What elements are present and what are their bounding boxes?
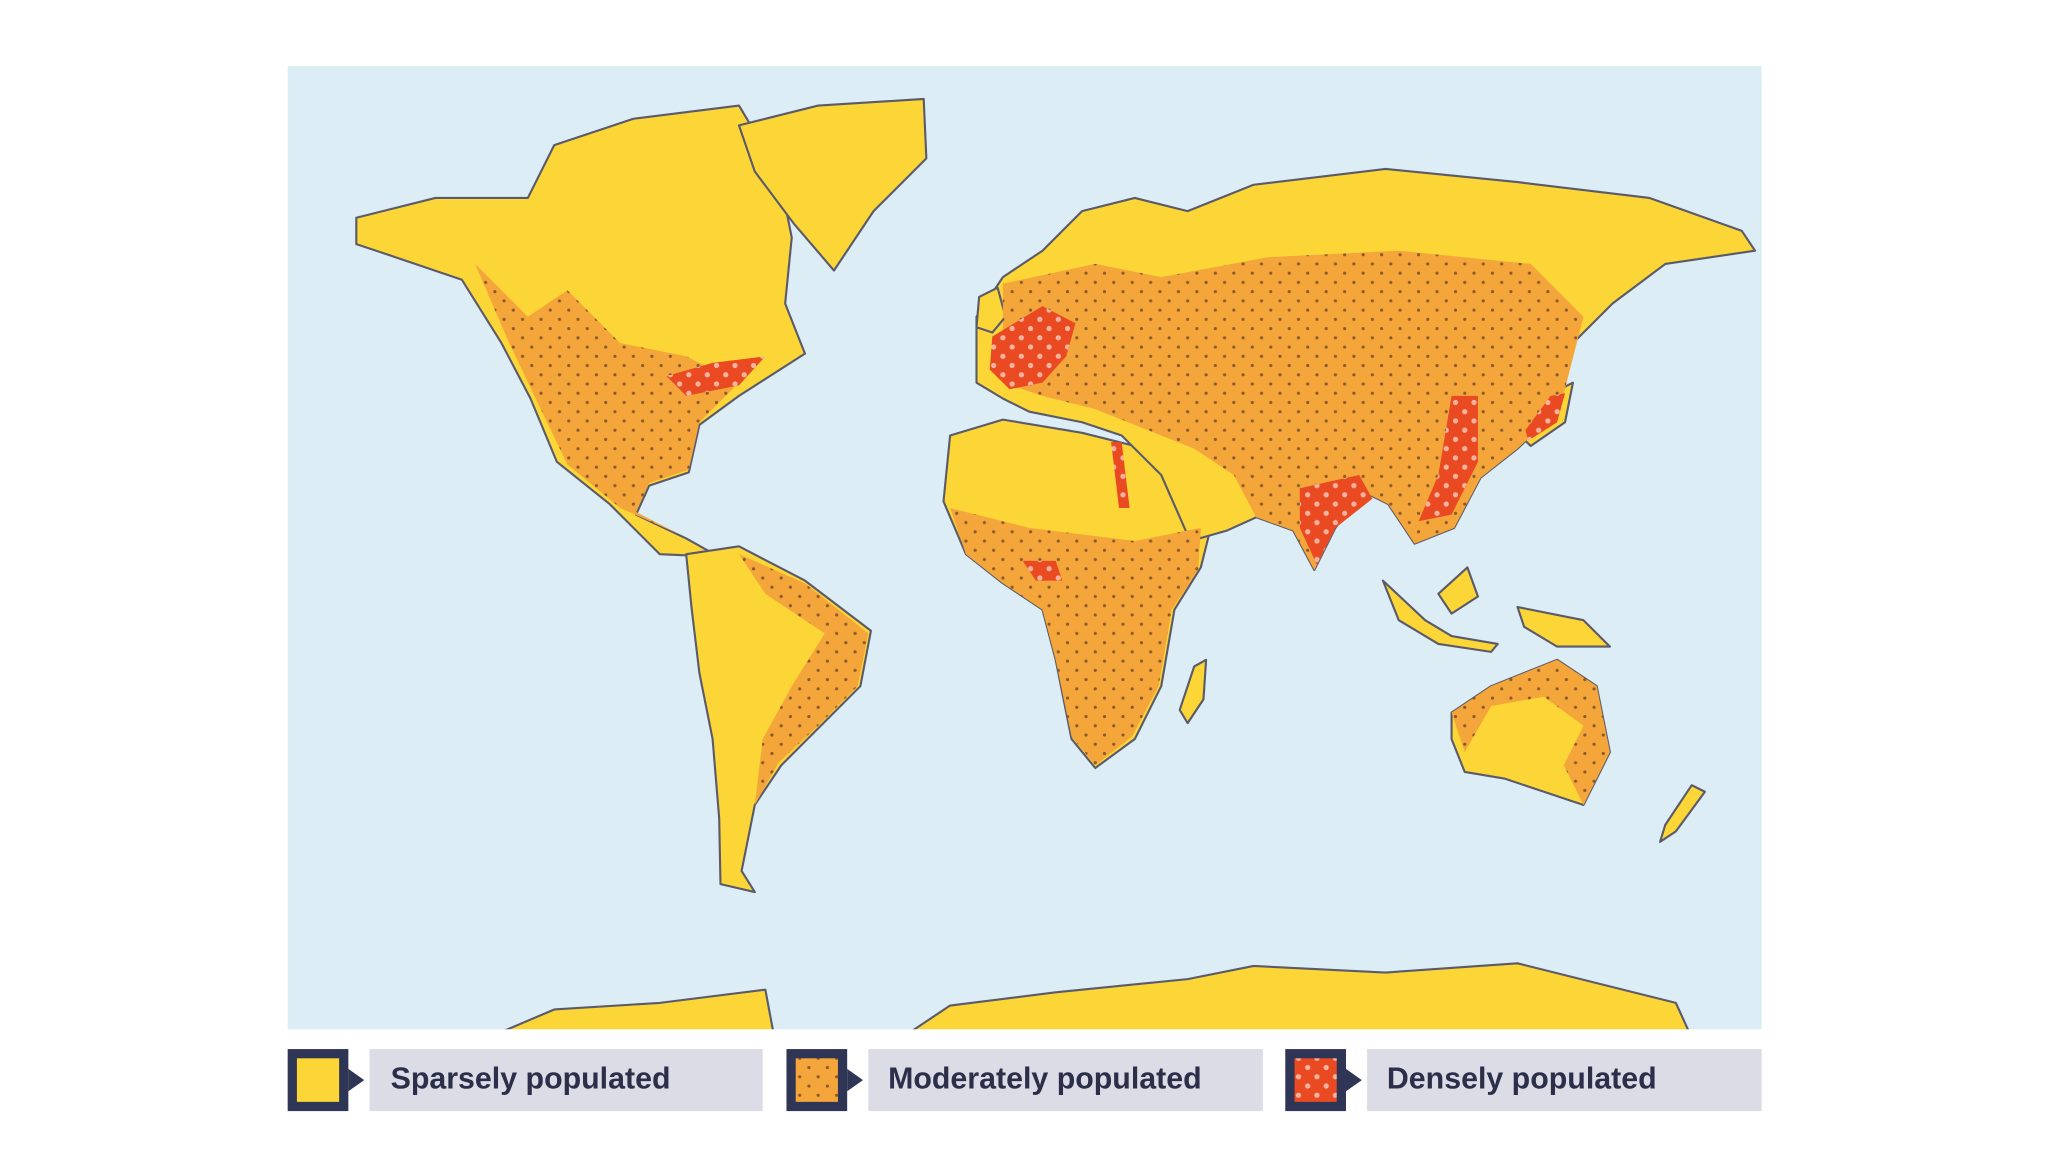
legend-swatch: [795, 1058, 838, 1102]
dense-west-africa: [1022, 560, 1063, 581]
moderate-north-america: [475, 263, 739, 535]
legend-label-box: [369, 1049, 763, 1112]
legend-swatch: [1294, 1058, 1337, 1102]
legend-arrow: [847, 1068, 864, 1092]
dense-north-america: [666, 356, 766, 396]
map: [355, 97, 1757, 1030]
legend-label: Sparsely populated: [391, 1063, 671, 1096]
legend-swatch: [296, 1058, 340, 1102]
legend-item: Sparsely populated: [287, 1049, 763, 1112]
greenland: [737, 97, 928, 272]
legend-arrow: [348, 1068, 365, 1092]
new-zealand: [1658, 784, 1706, 843]
dense-japan: [1525, 393, 1566, 441]
madagascar: [1178, 658, 1208, 725]
dense-india: [1299, 475, 1373, 565]
britain: [975, 286, 1007, 334]
legend-arrow: [1345, 1068, 1362, 1092]
indonesia: [1381, 566, 1611, 653]
legend-label: Moderately populated: [888, 1063, 1202, 1096]
dense-nile: [1111, 442, 1130, 509]
dense-china: [1418, 395, 1478, 522]
legend-item: Moderately populated: [786, 1049, 1263, 1112]
antarctica: [504, 962, 1690, 1030]
legend: Sparsely populated Moderately populated …: [287, 1049, 1762, 1112]
dense-europe: [989, 306, 1076, 390]
moderate-australia: [1451, 659, 1610, 805]
legend-label: Densely populated: [1387, 1063, 1657, 1096]
moderate-south-america: [738, 554, 869, 805]
legend-label-box: [868, 1049, 1263, 1112]
legend-item: Densely populated: [1285, 1049, 1762, 1112]
moderate-africa: [950, 508, 1201, 766]
legend-label-box: [1367, 1049, 1762, 1112]
